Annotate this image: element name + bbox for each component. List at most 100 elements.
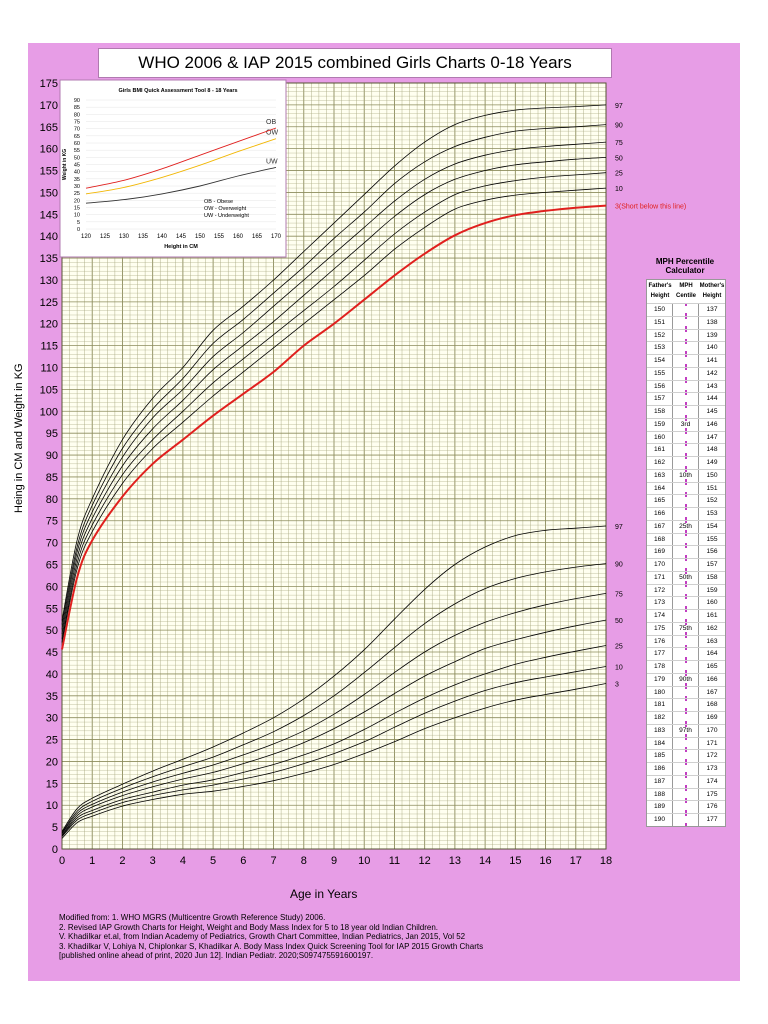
bmi-x-tick-label: 145 [176, 234, 187, 240]
mph-mother-height: 174 [706, 777, 718, 785]
mph-row: 178 165 [647, 660, 725, 673]
mph-centile-label [684, 599, 687, 607]
mph-centile-cell: 97th [673, 724, 699, 737]
mph-father-height: 163 [647, 469, 673, 482]
y-tick-label: 105 [40, 384, 58, 396]
y-tick-label: 135 [40, 253, 58, 265]
height-percentile-25-line [61, 172, 607, 639]
y-tick-label: 0 [52, 844, 58, 856]
y-tick-label: 5 [52, 822, 58, 834]
bmi-ow-line [85, 138, 277, 195]
mph-row: 170 157 [647, 558, 725, 571]
mph-centile-cell: 10th [673, 469, 699, 482]
mph-centile-cell [673, 316, 699, 329]
bmi-y-tick-label: 30 [74, 184, 80, 190]
mph-father-height: 155 [647, 367, 673, 380]
mph-row: 159 3rd 146 [647, 417, 725, 431]
mph-mother-height: 164 [706, 650, 718, 658]
bmi-ob-label: OB [266, 119, 276, 126]
note-line: 2. Revised IAP Growth Charts for Height,… [59, 922, 439, 932]
mph-centile-cell [673, 533, 699, 546]
bmi-ow-label: OW [266, 130, 278, 137]
mph-centile-label: 10th [678, 471, 693, 479]
mph-father-height: 176 [647, 635, 673, 648]
mph-mother-height: 165 [706, 663, 718, 670]
mph-father-height: 152 [647, 329, 673, 342]
plot-frame [61, 82, 607, 850]
mph-centile-cell [673, 775, 699, 788]
mph-mother-height: 139 [706, 331, 718, 339]
note-line: V. Khadilkar et.al, from Indian Academy … [59, 932, 466, 941]
mph-father-height: 172 [647, 584, 673, 597]
mph-row: 156 143 [647, 379, 725, 393]
mph-centile-cell [673, 801, 699, 813]
mph-centile-label [684, 484, 687, 492]
x-tick-label: 17 [570, 855, 582, 867]
weight-percentile-90-label: 90 [615, 562, 623, 569]
mph-centile-label [684, 497, 687, 505]
mph-centile-cell [673, 342, 699, 354]
y-tick-label: 130 [40, 275, 58, 287]
bmi-uw-line [85, 166, 277, 204]
source-notes: Modified from: 1. WHO MGRS (Multicentre … [59, 913, 579, 961]
mph-mother-height: 140 [706, 344, 718, 352]
weight-percentile-25-line [61, 645, 607, 837]
mph-centile-label [684, 318, 687, 326]
mph-father-height: 150 [647, 304, 673, 316]
mph-mother-height: 176 [706, 803, 718, 811]
mph-row: 184 171 [647, 736, 725, 750]
bmi-x-axis-title: Height in CM [164, 244, 198, 250]
mph-centile-label [684, 357, 687, 364]
mph-centile-label [684, 459, 687, 466]
mph-centile-label [684, 306, 687, 313]
mph-centile-cell [673, 635, 699, 648]
y-tick-label: 145 [40, 209, 58, 221]
y-tick-label: 45 [46, 647, 58, 659]
main-ticks: 0510152025303540455055606570758085909510… [40, 78, 612, 867]
mph-mother-height: 158 [706, 573, 718, 581]
mph-mother-height: 147 [706, 433, 718, 441]
mph-father-height: 154 [647, 355, 673, 367]
y-tick-label: 75 [46, 516, 58, 528]
x-tick-label: 9 [331, 855, 337, 867]
chart-page: WHO 2006 & IAP 2015 combined Girls Chart… [13, 43, 740, 981]
mph-centile-cell [673, 495, 699, 507]
mph-father-height: 189 [647, 801, 673, 813]
height-percentile-10-line [61, 187, 607, 643]
mph-row: 181 168 [647, 698, 725, 711]
mph-centile-label [684, 369, 687, 377]
height-percentile-90-line [61, 124, 607, 625]
x-tick-label: 6 [240, 855, 246, 867]
mph-father-height: 175 [647, 622, 673, 635]
mph-row: 190 177 [647, 813, 725, 826]
y-tick-label: 30 [46, 713, 58, 725]
bmi-y-tick-label: 40 [74, 170, 80, 176]
mph-mother-height: 154 [706, 522, 718, 530]
mph-centile-cell [673, 763, 699, 775]
mph-header-mother: Mother's Height [699, 283, 725, 299]
mph-centile-label [684, 752, 687, 760]
mph-father-height: 169 [647, 546, 673, 558]
bmi-y-tick-label: 80 [74, 112, 80, 118]
mph-mother-height: 151 [706, 484, 718, 492]
mph-centile-label [684, 650, 687, 658]
y-tick-label: 175 [40, 78, 58, 90]
y-tick-label: 120 [40, 319, 58, 331]
weight-percentile-25-label: 25 [615, 643, 623, 650]
mph-centile-label [684, 663, 687, 670]
mph-centile-cell [673, 546, 699, 558]
bmi-y-tick-label: 35 [74, 177, 80, 183]
mph-mother-height: 145 [706, 408, 718, 415]
mph-centile-cell [673, 355, 699, 367]
mph-table: Father's Height MPH Centile Mother's Hei… [646, 279, 726, 827]
bmi-x-tick-label: 150 [195, 234, 206, 240]
y-axis-title: Heing in CM and Weight in KG [13, 363, 25, 513]
mph-centile-cell [673, 610, 699, 622]
bmi-y-tick-label: 55 [74, 148, 80, 154]
x-tick-label: 12 [419, 855, 431, 867]
mph-mother-height: 153 [706, 510, 718, 517]
bmi-y-tick-label: 45 [74, 163, 80, 169]
bmi-y-tick-label: 90 [74, 98, 80, 104]
mph-header-father: Father's Height [648, 283, 672, 299]
mph-mother-height: 163 [706, 637, 718, 645]
